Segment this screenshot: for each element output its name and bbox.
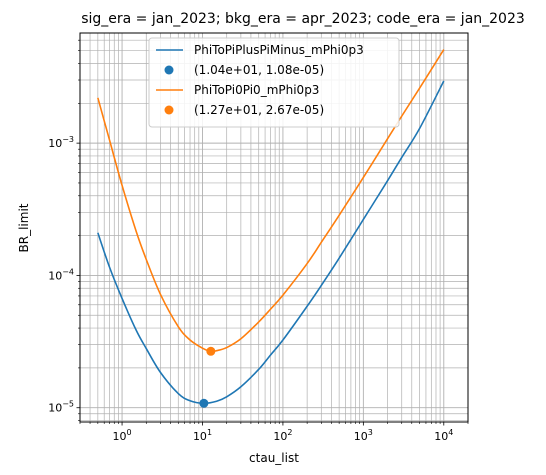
scatter-point-1 — [199, 398, 209, 408]
y-tick-label-exp: −3 — [62, 135, 74, 144]
legend-box — [148, 37, 400, 128]
y-tick-label: 10−4 — [48, 267, 74, 282]
y-tick-label: 10−5 — [48, 400, 74, 415]
legend-marker-3 — [164, 105, 174, 115]
series-line-0 — [97, 80, 445, 405]
x-tick-label: 102 — [273, 428, 292, 443]
x-tick-label-base: 10 — [193, 430, 207, 443]
x-tick-labels: 100 101 102 103 104 — [113, 428, 454, 443]
series-line-2 — [97, 49, 445, 353]
legend-items: PhiToPiPlusPiMinus_mPhi0p3 (1.04e+01, 1.0… — [156, 43, 364, 117]
plot-series — [97, 49, 445, 408]
legend-marker-1 — [164, 65, 174, 75]
x-tick-label-exp: 2 — [287, 428, 292, 437]
y-tick-label: 10−3 — [48, 135, 74, 150]
legend-label-3: (1.27e+01, 2.67e-05) — [194, 103, 324, 117]
legend-label-1: (1.04e+01, 1.08e-05) — [194, 63, 324, 77]
y-tick-labels: 10−510−410−3 — [48, 135, 74, 415]
x-tick-label-exp: 3 — [368, 428, 373, 437]
y-tick-label-base: 10 — [48, 137, 62, 150]
x-tick-label-base: 10 — [434, 430, 448, 443]
legend-label-2: PhiToPi0Pi0_mPhi0p3 — [194, 83, 319, 97]
plot-frame — [79, 32, 469, 423]
y-tick-label-exp: −5 — [62, 400, 74, 409]
y-axis-label: BR_limit — [17, 203, 31, 252]
x-tick-label: 103 — [354, 428, 373, 443]
x-tick-label: 100 — [113, 428, 132, 443]
x-tick-label-base: 10 — [113, 430, 127, 443]
y-tick-label-exp: −4 — [62, 267, 74, 276]
x-tick-label-exp: 4 — [448, 428, 453, 437]
scatter-point-3 — [206, 346, 216, 356]
legend: PhiToPiPlusPiMinus_mPhi0p3 (1.04e+01, 1.0… — [148, 37, 400, 128]
x-tick-label: 104 — [434, 428, 453, 443]
x-axis-label: ctau_list — [249, 451, 299, 465]
x-tick-label-base: 10 — [354, 430, 368, 443]
axis-ticks — [76, 39, 469, 426]
y-tick-label-base: 10 — [48, 402, 62, 415]
x-tick-label-base: 10 — [273, 430, 287, 443]
chart-title: sig_era = jan_2023; bkg_era = apr_2023; … — [81, 11, 525, 27]
x-tick-label-exp: 1 — [207, 428, 212, 437]
legend-label-0: PhiToPiPlusPiMinus_mPhi0p3 — [194, 43, 364, 57]
y-tick-label-base: 10 — [48, 269, 62, 282]
x-tick-label-exp: 0 — [127, 428, 132, 437]
x-tick-label: 101 — [193, 428, 212, 443]
